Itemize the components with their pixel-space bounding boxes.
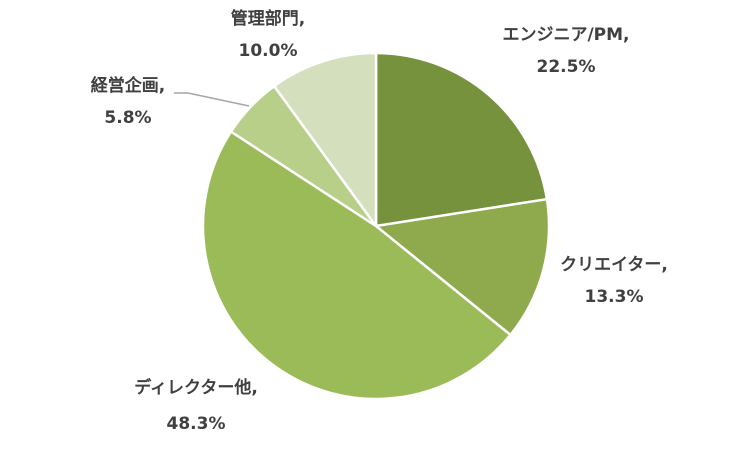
slice-label-value-3: 48.3% <box>167 414 226 434</box>
slice-label-name-1: エンジニア/PM, <box>502 25 629 45</box>
slice-label-value-2: 13.3% <box>585 287 644 307</box>
data-labels: エンジニア/PM, 22.5% クリエイター, 13.3% ディレクター他, 48.3% 経… <box>91 8 668 434</box>
slice-label-name-5: 管理部門, <box>231 8 305 29</box>
slice-label-name-4: 経営企画, <box>91 75 165 96</box>
leader-lines <box>174 92 250 107</box>
slice-label-value-4: 5.8% <box>104 108 151 128</box>
pie-slices <box>201 51 551 401</box>
pie-slice-3 <box>201 130 512 401</box>
slice-label-value-5: 10.0% <box>239 41 298 61</box>
pie-slice-5 <box>272 51 378 228</box>
pie-slice-1 <box>374 51 549 228</box>
slice-label-value-1: 22.5% <box>537 57 596 77</box>
slice-label-name-2: クリエイター, <box>560 255 668 275</box>
slice-label-name-3: ディレクター他, <box>134 377 258 398</box>
leader-line-4 <box>174 92 250 107</box>
pie-slice-2 <box>374 197 551 337</box>
